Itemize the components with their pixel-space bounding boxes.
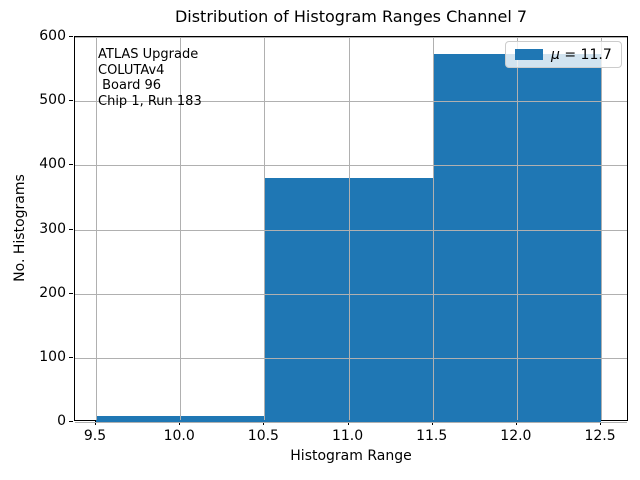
y-gridline [75,229,627,231]
x-gridline [432,37,434,420]
x-tick-mark [263,421,265,425]
annotation-block: ATLAS Upgrade COLUTAv4 Board 96 Chip 1, Ru… [98,47,202,109]
x-tick-mark [600,421,602,425]
legend-swatch-icon [515,49,543,60]
legend-value-text: = 11.7 [559,46,612,63]
chart-title: Distribution of Histogram Ranges Channel… [174,7,528,26]
y-tick-label: 300 [39,220,66,237]
annotation-line: Board 96 [98,78,162,94]
x-tick-mark [431,421,433,425]
annotation-line: ATLAS Upgrade [98,47,199,62]
plot-area [74,36,628,423]
y-tick-mark [69,356,73,358]
y-gridline [75,293,627,295]
y-gridline [75,101,627,103]
y-tick-mark [69,228,73,230]
y-tick-label: 500 [39,92,66,109]
x-tick-mark [515,421,517,425]
y-gridline [75,357,627,359]
y-tick-mark [69,164,73,166]
legend-mu-symbol: μ [551,46,560,63]
x-gridline [180,37,182,420]
legend: μ = 11.7 [505,41,622,68]
y-gridline [75,422,627,423]
annotation-line: Chip 1, Run 183 [98,93,202,109]
x-tick-label: 11.0 [331,428,364,444]
y-tick-label: 0 [57,413,66,429]
y-tick-label: 600 [39,28,66,44]
x-gridline [264,37,266,420]
x-tick-label: 10.0 [163,428,195,444]
x-tick-mark [95,421,97,425]
x-tick-label: 10.5 [247,428,279,444]
y-tick-label: 100 [39,348,66,365]
y-tick-mark [69,36,73,37]
x-gridline [601,37,603,420]
histogram-bar [96,415,265,422]
x-gridline [348,37,350,420]
x-gridline [96,37,98,420]
annotation-line: COLUTAv4 [98,62,165,78]
x-axis-label: Histogram Range [290,448,412,464]
x-tick-mark [347,421,349,425]
x-tick-label: 9.5 [83,428,107,444]
y-tick-label: 400 [39,156,66,173]
x-tick-mark [179,421,181,425]
x-tick-label: 12.0 [500,428,532,444]
y-tick-mark [69,292,73,294]
histogram-bar [432,54,602,422]
x-gridline [516,37,518,420]
y-tick-label: 200 [39,284,66,301]
y-gridline [75,165,627,167]
legend-label: μ = 11.7 [551,47,612,63]
x-tick-label: 11.5 [416,428,448,444]
y-gridline [75,37,627,38]
y-tick-mark [69,421,73,422]
y-axis-label: No. Histograms [12,174,28,282]
x-tick-label: 12.5 [584,428,616,444]
histogram-bar [264,178,433,422]
y-tick-mark [69,100,73,102]
